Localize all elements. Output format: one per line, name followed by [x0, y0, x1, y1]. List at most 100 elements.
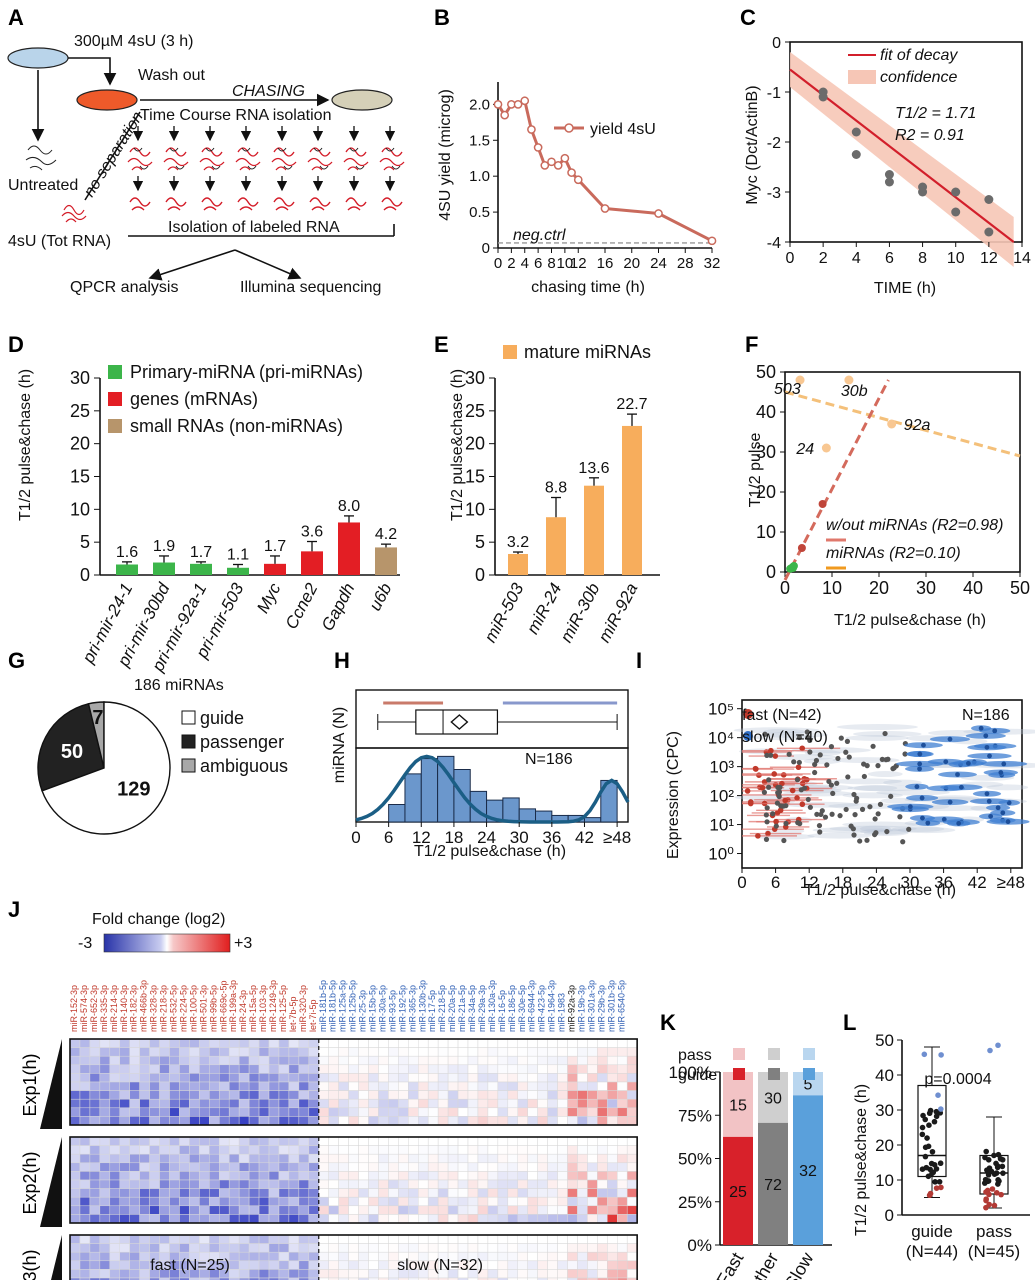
j-cell [179, 1116, 190, 1126]
j-cell [557, 1171, 568, 1181]
j-cell [298, 1107, 310, 1117]
j-cell [587, 1098, 598, 1109]
j-cell [169, 1107, 180, 1117]
h-xtick-label: 0 [351, 828, 360, 847]
j-cell [308, 1116, 319, 1126]
j-col-label: miR-574-3p [79, 985, 89, 1032]
j-cell [129, 1162, 140, 1172]
j-cell [437, 1243, 449, 1253]
j-cell [288, 1064, 300, 1074]
e-category-label: miR-503 [481, 579, 528, 645]
j-cell [89, 1162, 101, 1172]
j-cell [129, 1064, 140, 1074]
i-uncertainty [867, 771, 903, 778]
j-cell [99, 1179, 111, 1189]
e-bar [508, 553, 528, 575]
i-other-point [897, 814, 903, 820]
k-ytick-label: 75% [678, 1106, 712, 1125]
c-legend-conf-box [848, 70, 876, 84]
j-cell [418, 1196, 429, 1207]
i-uncertainty [836, 723, 918, 730]
j-cell [557, 1073, 568, 1083]
j-cell [626, 1179, 638, 1189]
j-cell [477, 1188, 489, 1198]
j-cell [398, 1145, 409, 1155]
j-cell [129, 1234, 140, 1244]
j-cell [497, 1171, 509, 1181]
j-cell [487, 1277, 499, 1280]
j-cell [378, 1064, 389, 1074]
j-cell [149, 1090, 160, 1100]
j-cell [617, 1188, 628, 1198]
j-cell [119, 1116, 130, 1126]
j-cell [626, 1205, 638, 1215]
i-uncertainty [845, 734, 909, 741]
j-cell [268, 1234, 280, 1244]
d-ytick-label: 30 [70, 368, 90, 388]
i-other-point [843, 749, 849, 755]
rna-untreated [25, 145, 57, 171]
j-cell [617, 1073, 628, 1083]
d-legend-label: small RNAs (non-miRNAs) [130, 416, 343, 436]
j-cell [527, 1073, 538, 1083]
j-cell [79, 1107, 91, 1117]
j-cell [219, 1145, 230, 1155]
j-cell [517, 1214, 528, 1224]
j-cell [497, 1090, 509, 1100]
k-guide-count: 72 [764, 1177, 782, 1194]
i-other-point [763, 812, 769, 818]
l-point [925, 1143, 932, 1150]
j-cell [437, 1090, 449, 1100]
j-cell [288, 1269, 300, 1279]
j-cell [597, 1277, 608, 1280]
j-cell [477, 1145, 489, 1155]
j-cell [527, 1251, 538, 1262]
j-cell [169, 1073, 180, 1083]
j-cell [517, 1116, 528, 1126]
j-cell [69, 1277, 81, 1280]
b-point [513, 100, 523, 109]
j-col-label: miR-328-3p [149, 985, 159, 1032]
j-cell [378, 1145, 389, 1155]
j-cell [427, 1047, 439, 1057]
j-cell [99, 1234, 111, 1244]
j-cell [248, 1116, 260, 1126]
j-cell [288, 1171, 300, 1181]
j-cell [388, 1243, 399, 1253]
j-cell [228, 1171, 240, 1181]
g-legend-swatch [181, 734, 196, 749]
j-cell [487, 1064, 499, 1074]
k-bar-guide [758, 1122, 788, 1245]
j-cell [298, 1243, 310, 1253]
j-cell [517, 1145, 528, 1155]
j-cell [617, 1196, 628, 1207]
j-cell [388, 1047, 399, 1057]
j-cell [447, 1047, 459, 1057]
j-cell [149, 1205, 160, 1215]
j-cell [557, 1153, 568, 1164]
l-point [938, 1184, 944, 1191]
j-cell [169, 1090, 180, 1100]
j-cell [607, 1205, 618, 1215]
e-legend-label: mature miRNAs [524, 342, 651, 362]
j-cell [169, 1081, 180, 1091]
j-cell [457, 1277, 469, 1280]
c-xlabel: TIME (h) [874, 280, 936, 297]
j-cell [597, 1116, 608, 1126]
j-cell [258, 1277, 270, 1280]
j-cell [617, 1090, 628, 1100]
j-cell [219, 1098, 230, 1109]
j-cell [507, 1269, 518, 1279]
j-cell [587, 1038, 598, 1048]
j-cell [577, 1196, 588, 1207]
j-cell [298, 1260, 310, 1270]
j-cell [159, 1038, 170, 1048]
j-cell [328, 1214, 339, 1224]
d-ytick-label: 20 [70, 434, 90, 454]
j-cell [119, 1055, 130, 1066]
j-cell [328, 1038, 339, 1048]
j-cell [268, 1038, 280, 1048]
b-xtick-label: 28 [677, 255, 694, 272]
j-cell [388, 1038, 399, 1048]
